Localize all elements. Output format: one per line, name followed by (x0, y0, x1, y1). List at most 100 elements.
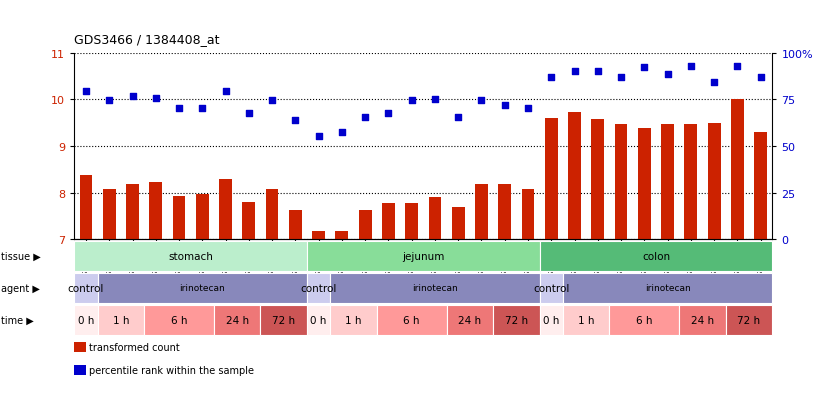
Text: 6 h: 6 h (403, 315, 420, 325)
Point (79, 88, 93, 95)
Bar (266, 189, 278, 240)
Bar (754, 133, 767, 240)
Text: stomach: stomach (169, 252, 213, 261)
Point (591, 68, 605, 75)
Point (405, 98, 418, 104)
Bar (145, 305, 214, 335)
Bar (493, 305, 539, 335)
Point (452, 114, 465, 121)
Point (335, 129, 349, 136)
Text: 24 h: 24 h (691, 315, 714, 325)
Bar (685, 124, 697, 240)
Text: irinotecan: irinotecan (179, 284, 225, 293)
Bar (97, 273, 307, 303)
Bar (307, 242, 539, 271)
Point (731, 63, 744, 70)
Point (638, 64, 651, 71)
Bar (406, 203, 418, 240)
Bar (307, 305, 330, 335)
Bar (563, 273, 772, 303)
Text: 24 h: 24 h (225, 315, 249, 325)
Bar (568, 113, 581, 240)
Text: tissue ▶: tissue ▶ (1, 252, 40, 261)
Bar (731, 100, 743, 240)
Bar (610, 305, 679, 335)
Bar (382, 203, 395, 240)
Bar (289, 211, 301, 240)
Text: jejunum: jejunum (402, 252, 444, 261)
Point (358, 114, 372, 121)
Text: control: control (301, 283, 337, 293)
Text: percentile rank within the sample: percentile rank within the sample (89, 365, 254, 375)
Text: agent ▶: agent ▶ (1, 283, 40, 293)
Text: transformed count: transformed count (89, 342, 180, 352)
Text: 72 h: 72 h (505, 315, 528, 325)
Bar (638, 129, 651, 240)
Text: 24 h: 24 h (458, 315, 482, 325)
Point (265, 98, 278, 104)
Point (242, 111, 255, 117)
Bar (545, 119, 558, 240)
Text: control: control (533, 283, 569, 293)
Point (708, 79, 721, 86)
Bar (243, 202, 255, 240)
Bar (74, 242, 307, 271)
Point (521, 105, 534, 112)
Bar (214, 305, 260, 335)
Text: irinotecan: irinotecan (645, 284, 691, 293)
Point (615, 74, 628, 81)
Bar (662, 124, 674, 240)
Bar (330, 273, 539, 303)
Point (312, 133, 325, 140)
Text: 72 h: 72 h (273, 315, 295, 325)
Text: 6 h: 6 h (171, 315, 188, 325)
Bar (173, 197, 185, 240)
Bar (126, 185, 139, 240)
Bar (726, 305, 772, 335)
Point (196, 105, 209, 112)
Bar (377, 305, 447, 335)
Text: time ▶: time ▶ (1, 315, 34, 325)
Bar (522, 189, 534, 240)
Point (544, 74, 558, 81)
Text: 0 h: 0 h (78, 315, 94, 325)
Point (219, 88, 232, 95)
Text: colon: colon (642, 252, 670, 261)
Text: 72 h: 72 h (738, 315, 761, 325)
Point (475, 98, 488, 104)
Bar (539, 305, 563, 335)
Bar (615, 124, 628, 240)
Text: 6 h: 6 h (636, 315, 653, 325)
Bar (330, 305, 377, 335)
Bar (452, 208, 464, 240)
Bar (219, 179, 232, 240)
Point (498, 102, 511, 109)
Point (568, 68, 582, 75)
Text: 1 h: 1 h (578, 315, 595, 325)
Bar (358, 211, 372, 240)
Text: control: control (68, 283, 104, 293)
Point (754, 74, 767, 81)
Bar (79, 176, 93, 240)
Point (150, 96, 163, 102)
Bar (196, 195, 209, 240)
Point (382, 111, 395, 117)
Bar (260, 305, 307, 335)
Bar (591, 120, 604, 240)
Bar (74, 273, 97, 303)
Point (102, 98, 116, 104)
Bar (475, 185, 488, 240)
Bar (708, 123, 720, 240)
Bar (150, 183, 162, 240)
Text: 0 h: 0 h (544, 315, 559, 325)
Bar (335, 231, 349, 240)
Point (126, 93, 139, 100)
Point (173, 105, 186, 112)
Bar (498, 185, 511, 240)
Bar (103, 189, 116, 240)
Bar (539, 242, 772, 271)
Bar (307, 273, 330, 303)
Text: 0 h: 0 h (311, 315, 327, 325)
Bar (429, 198, 441, 240)
Text: GDS3466 / 1384408_at: GDS3466 / 1384408_at (74, 33, 220, 45)
